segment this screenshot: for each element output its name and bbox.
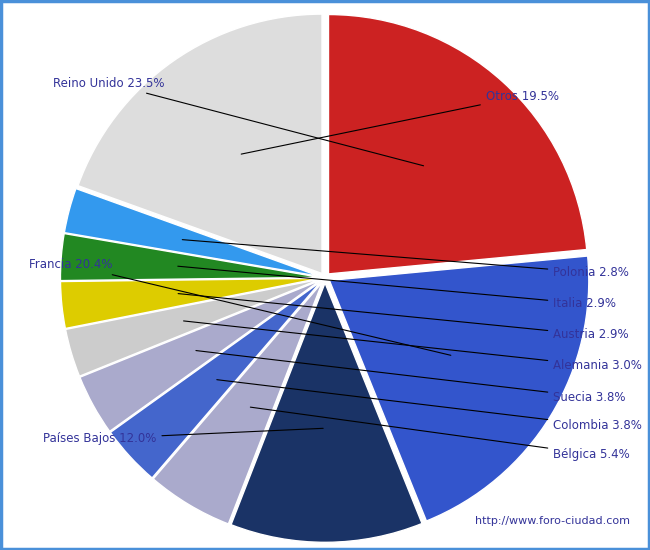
Wedge shape	[153, 282, 322, 524]
Text: Francia 20.4%: Francia 20.4%	[29, 258, 451, 355]
Wedge shape	[66, 279, 320, 376]
Wedge shape	[78, 14, 322, 273]
Text: Alemania 3.0%: Alemania 3.0%	[183, 321, 642, 372]
Wedge shape	[60, 278, 320, 328]
Text: Otros 19.5%: Otros 19.5%	[241, 90, 559, 154]
Text: Bélgica 5.4%: Bélgica 5.4%	[250, 407, 630, 461]
Text: http://www.foro-ciudad.com: http://www.foro-ciudad.com	[476, 516, 630, 526]
Wedge shape	[231, 283, 422, 542]
Text: Polonia 2.8%: Polonia 2.8%	[182, 240, 629, 279]
Text: Países Bajos 12.0%: Países Bajos 12.0%	[43, 428, 323, 445]
Wedge shape	[80, 280, 320, 431]
Text: Italia 2.9%: Italia 2.9%	[178, 266, 616, 310]
Text: Colombia 3.8%: Colombia 3.8%	[217, 379, 642, 432]
Wedge shape	[330, 256, 589, 521]
Text: Suecia 3.8%: Suecia 3.8%	[196, 350, 626, 404]
Wedge shape	[60, 234, 320, 280]
Wedge shape	[64, 189, 320, 277]
Wedge shape	[328, 14, 587, 274]
Text: Reino Unido 23.5%: Reino Unido 23.5%	[53, 76, 424, 166]
Text: Monforte del Cid - Turistas extranjeros según país - Abril de 2024: Monforte del Cid - Turistas extranjeros …	[36, 16, 614, 33]
Wedge shape	[111, 281, 321, 478]
Text: Austria 2.9%: Austria 2.9%	[178, 294, 629, 342]
